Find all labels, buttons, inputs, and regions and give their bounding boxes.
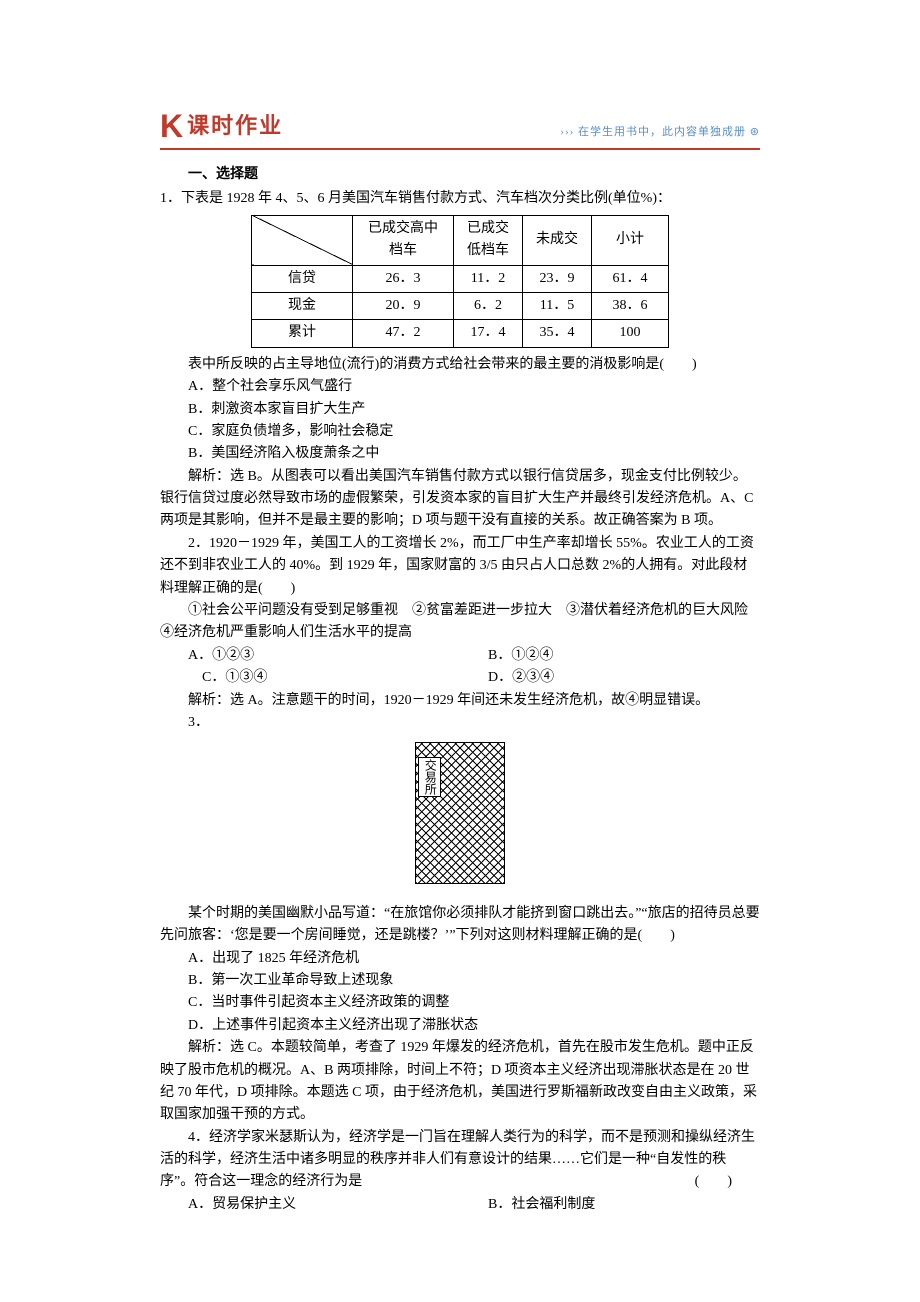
section-title: 一、选择题 bbox=[160, 164, 760, 186]
table-row-header: 现金 bbox=[252, 292, 353, 319]
q2-opt-a: A．①②③ bbox=[160, 645, 460, 667]
header-rule bbox=[160, 148, 760, 150]
table-cell: 47．2 bbox=[353, 320, 454, 347]
q1-tail: 表中所反映的占主导地位(流行)的消费方式给社会带来的最主要的消极影响是( ) bbox=[160, 354, 760, 376]
exchange-illustration: 交易所 bbox=[415, 742, 505, 884]
table-col-header: 已成交高中档车 bbox=[353, 215, 454, 265]
q2-subitems: ①社会公平问题没有受到足够重视 ②贫富差距进一步拉大 ③潜伏着经济危机的巨大风险… bbox=[160, 600, 760, 645]
q3-figure: 交易所 bbox=[160, 742, 760, 892]
table-cell: 35．4 bbox=[523, 320, 592, 347]
q3-opt-a: A．出现了 1825 年经济危机 bbox=[160, 948, 760, 970]
q1-opt-d: B．美国经济陷入极度萧条之中 bbox=[160, 443, 760, 465]
q3-opt-d: D．上述事件引起资本主义经济出现了滞胀状态 bbox=[160, 1015, 760, 1037]
logo-text: 课时作业 bbox=[187, 115, 283, 137]
q2-answer: 解析：选 A。注意题干的时间，1920－1929 年间还未发生经济危机，故④明显… bbox=[160, 690, 760, 712]
q1-opt-c: C．家庭负债增多，影响社会稳定 bbox=[160, 421, 760, 443]
q2-opt-b: B．①②④ bbox=[460, 645, 760, 667]
q1-table: 已成交高中档车 已成交低档车 未成交 小计 信贷 26．3 11．2 23．9 … bbox=[251, 215, 669, 348]
q1-opt-a: A．整个社会享乐风气盛行 bbox=[160, 376, 760, 398]
table-cell: 17．4 bbox=[454, 320, 523, 347]
q4-opt-b: B．社会福利制度 bbox=[460, 1194, 760, 1216]
table-col-header: 未成交 bbox=[523, 215, 592, 265]
q3-answer: 解析：选 C。本题较简单，考查了 1929 年爆发的经济危机，首先在股市发生危机… bbox=[160, 1037, 760, 1127]
table-cell: 11．2 bbox=[454, 265, 523, 292]
table-corner bbox=[252, 215, 353, 265]
table-row-header: 累计 bbox=[252, 320, 353, 347]
q4-opt-a: A．贸易保护主义 bbox=[160, 1194, 460, 1216]
table-cell: 23．9 bbox=[523, 265, 592, 292]
table-cell: 11．5 bbox=[523, 292, 592, 319]
header-logo: K 课时作业 bbox=[160, 110, 283, 142]
logo-k-glyph: K bbox=[160, 110, 183, 142]
table-cell: 26．3 bbox=[353, 265, 454, 292]
q2-stem: 2．1920－1929 年，美国工人的工资增长 2%，而工厂中生产率却增长 55… bbox=[160, 533, 760, 600]
q3-opt-b: B．第一次工业革命导致上述现象 bbox=[160, 970, 760, 992]
q3-opt-c: C．当时事件引起资本主义经济政策的调整 bbox=[160, 992, 760, 1014]
table-row-header: 信贷 bbox=[252, 265, 353, 292]
header-note: ››› 在学生用书中，此内容单独成册 ⊛ bbox=[560, 124, 760, 142]
table-cell: 61．4 bbox=[592, 265, 669, 292]
q1-answer: 解析：选 B。从图表可以看出美国汽车销售付款方式以银行信贷居多，现金支付比例较少… bbox=[160, 466, 760, 533]
table-cell: 38．6 bbox=[592, 292, 669, 319]
q2-opt-d: D．②③④ bbox=[460, 667, 760, 689]
q4-stem: 4．经济学家米瑟斯认为，经济学是一门旨在理解人类行为的科学，而不是预测和操纵经济… bbox=[160, 1127, 760, 1194]
figure-label: 交易所 bbox=[418, 757, 441, 797]
q3-stem: 某个时期的美国幽默小品写道：“在旅馆你必须排队才能挤到窗口跳出去。”“旅店的招待… bbox=[160, 903, 760, 948]
q2-opt-c: C．①③④ bbox=[160, 667, 460, 689]
table-col-header: 已成交低档车 bbox=[454, 215, 523, 265]
q1-stem: 1．下表是 1928 年 4、5、6 月美国汽车销售付款方式、汽车档次分类比例(… bbox=[160, 188, 760, 210]
table-cell: 6．2 bbox=[454, 292, 523, 319]
table-cell: 20．9 bbox=[353, 292, 454, 319]
q3-number: 3． bbox=[160, 712, 760, 734]
q1-opt-b: B．刺激资本家盲目扩大生产 bbox=[160, 399, 760, 421]
table-col-header: 小计 bbox=[592, 215, 669, 265]
table-cell: 100 bbox=[592, 320, 669, 347]
